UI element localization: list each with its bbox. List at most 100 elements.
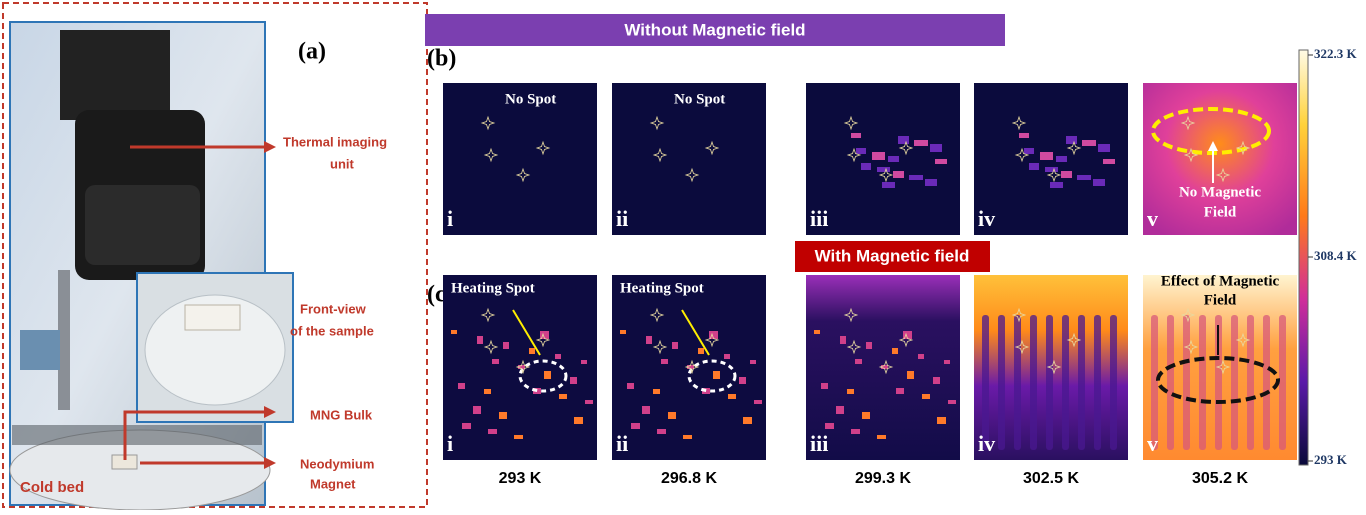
hot-patch <box>728 394 736 399</box>
stripe <box>1167 315 1174 450</box>
image-note: Heating Spot <box>620 280 704 296</box>
hot-patch <box>503 342 509 349</box>
image-note: Field <box>1204 204 1237 220</box>
hot-patch <box>631 423 640 429</box>
hot-patch <box>888 156 899 162</box>
stripe <box>1263 315 1270 450</box>
hot-patch <box>914 140 928 146</box>
hot-patch <box>1061 171 1072 178</box>
annotation: MNG Bulk <box>310 407 373 422</box>
hot-patch <box>672 342 678 349</box>
hot-patch <box>851 429 860 434</box>
hot-patch <box>925 179 937 186</box>
hot-patch <box>856 148 866 154</box>
stripe <box>998 315 1005 450</box>
hot-patch <box>585 400 593 404</box>
hot-patch <box>893 171 904 178</box>
image-note: Field <box>1204 292 1237 308</box>
image-index: iv <box>978 431 995 456</box>
stripe <box>1247 315 1254 450</box>
image-note: Heating Spot <box>451 280 535 296</box>
hot-patch <box>872 152 885 160</box>
hot-patch <box>1019 133 1029 138</box>
hot-patch <box>855 359 862 364</box>
hot-patch <box>861 163 871 170</box>
hot-patch <box>544 371 551 379</box>
hot-patch <box>862 412 870 419</box>
panel-label: (a) <box>298 39 326 65</box>
hot-patch <box>627 383 634 389</box>
hot-patch <box>458 383 465 389</box>
annotation: Magnet <box>310 476 356 491</box>
hot-patch <box>739 377 746 384</box>
image-index: i <box>447 206 453 231</box>
hot-patch <box>451 330 457 334</box>
hot-patch <box>930 144 942 152</box>
stripe <box>1030 315 1037 450</box>
hot-patch <box>851 133 861 138</box>
image-index: v <box>1147 206 1158 231</box>
image-index: v <box>1147 431 1158 456</box>
temperature: 293 K <box>499 470 542 487</box>
stripe <box>1151 315 1158 450</box>
camera-lens <box>85 185 200 265</box>
hot-patch <box>1082 140 1096 146</box>
hot-patch <box>882 182 895 188</box>
image-note: No Spot <box>505 91 556 107</box>
hot-patch <box>937 417 946 424</box>
arrowhead <box>264 141 276 153</box>
colorbar <box>1299 50 1308 465</box>
hot-patch <box>1093 179 1105 186</box>
camera-top <box>60 30 170 120</box>
stripe <box>1094 315 1101 450</box>
hot-patch <box>1024 148 1034 154</box>
hot-patch <box>750 360 756 364</box>
panel-label: (b) <box>427 46 456 72</box>
hot-patch <box>814 330 820 334</box>
stripe <box>1183 315 1190 450</box>
temperature: 299.3 K <box>855 470 911 487</box>
hot-patch <box>892 348 898 354</box>
colorbar-label: 308.4 K <box>1314 248 1358 263</box>
hot-patch <box>484 389 491 394</box>
annotation: unit <box>330 156 354 171</box>
hot-patch <box>821 383 828 389</box>
hot-patch <box>877 167 890 172</box>
hot-patch <box>488 429 497 434</box>
hot-patch <box>918 354 924 359</box>
hot-patch <box>514 435 523 439</box>
monitor <box>20 330 60 370</box>
thermal-images: iNo SpotiiNo SpotiiiivvNo MagneticFieldi… <box>443 83 1297 487</box>
annotation: Front-view <box>300 301 367 316</box>
temperature: 296.8 K <box>661 470 717 487</box>
stripe <box>1078 315 1085 450</box>
stripe <box>1014 315 1021 450</box>
hot-patch <box>713 371 720 379</box>
hot-patch <box>909 175 923 180</box>
hot-patch <box>653 389 660 394</box>
image-index: iii <box>810 206 828 231</box>
hot-patch <box>1045 167 1058 172</box>
annotation: Thermal imaging <box>283 134 387 149</box>
hot-patch <box>581 360 587 364</box>
hot-patch <box>825 423 834 429</box>
annotation: of the sample <box>290 323 374 338</box>
hot-patch <box>570 377 577 384</box>
image-note: No Magnetic <box>1179 184 1261 200</box>
hot-patch <box>1098 144 1110 152</box>
colorbar-label: 322.3 K <box>1314 46 1358 61</box>
hot-patch <box>754 400 762 404</box>
hot-patch <box>877 435 886 439</box>
stripe <box>1199 315 1206 450</box>
hot-patch <box>529 348 535 354</box>
hot-patch <box>1056 156 1067 162</box>
hot-patch <box>492 359 499 364</box>
stripe <box>1279 315 1286 450</box>
hot-patch <box>1077 175 1091 180</box>
hot-patch <box>724 354 730 359</box>
hot-patch <box>477 336 483 344</box>
hot-patch <box>698 348 704 354</box>
hot-patch <box>473 406 481 414</box>
image-index: ii <box>616 206 628 231</box>
temperature: 302.5 K <box>1023 470 1079 487</box>
